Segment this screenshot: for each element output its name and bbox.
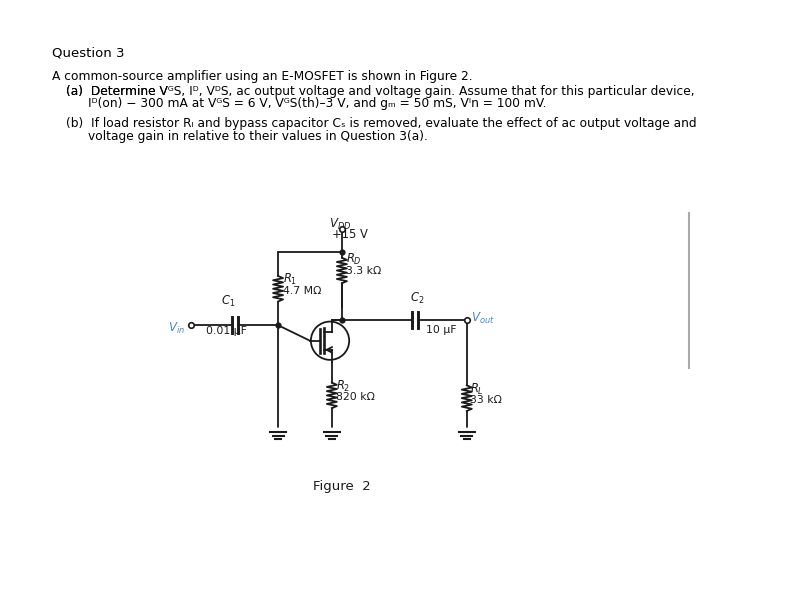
Text: (a)  Determine V: (a) Determine V [65,85,167,97]
Text: voltage gain in relative to their values in Question 3(a).: voltage gain in relative to their values… [88,130,427,143]
Text: Iᴰ(on) − 300 mA at VᴳS = 6 V, VᴳS(th)–3 V, and gₘ = 50 mS, Vᴵn = 100 mV.: Iᴰ(on) − 300 mA at VᴳS = 6 V, VᴳS(th)–3 … [88,97,546,110]
Text: 0.01 μF: 0.01 μF [206,326,247,336]
Text: Figure  2: Figure 2 [313,480,371,493]
Text: $R_2$: $R_2$ [336,379,350,394]
Text: $R_L$: $R_L$ [470,382,485,397]
Text: $C_2$: $C_2$ [410,291,425,305]
Text: $R_1$: $R_1$ [283,272,297,288]
Text: 3.3 kΩ: 3.3 kΩ [347,266,382,276]
Text: 10 μF: 10 μF [426,324,456,334]
Text: 820 kΩ: 820 kΩ [336,392,375,402]
Text: $V_{out}$: $V_{out}$ [471,311,495,326]
Text: $V_{DD}$: $V_{DD}$ [329,216,351,232]
Text: (a)  Determine VᴳS, Iᴰ, VᴰS, ac output voltage and voltage gain. Assume that for: (a) Determine VᴳS, Iᴰ, VᴰS, ac output vo… [65,85,694,97]
Text: $R_D$: $R_D$ [347,252,362,267]
Text: $C_1$: $C_1$ [221,294,235,310]
Text: 33 kΩ: 33 kΩ [470,395,502,404]
Text: (b)  If load resistor Rₗ and bypass capacitor Cₛ is removed, evaluate the effect: (b) If load resistor Rₗ and bypass capac… [65,117,697,130]
Text: +15 V: +15 V [332,228,367,241]
Text: 4.7 MΩ: 4.7 MΩ [283,286,321,296]
Text: A common-source amplifier using an E-MOSFET is shown in Figure 2.: A common-source amplifier using an E-MOS… [52,70,473,83]
Text: $V_{in}$: $V_{in}$ [167,320,185,336]
Text: Question 3: Question 3 [52,46,124,59]
